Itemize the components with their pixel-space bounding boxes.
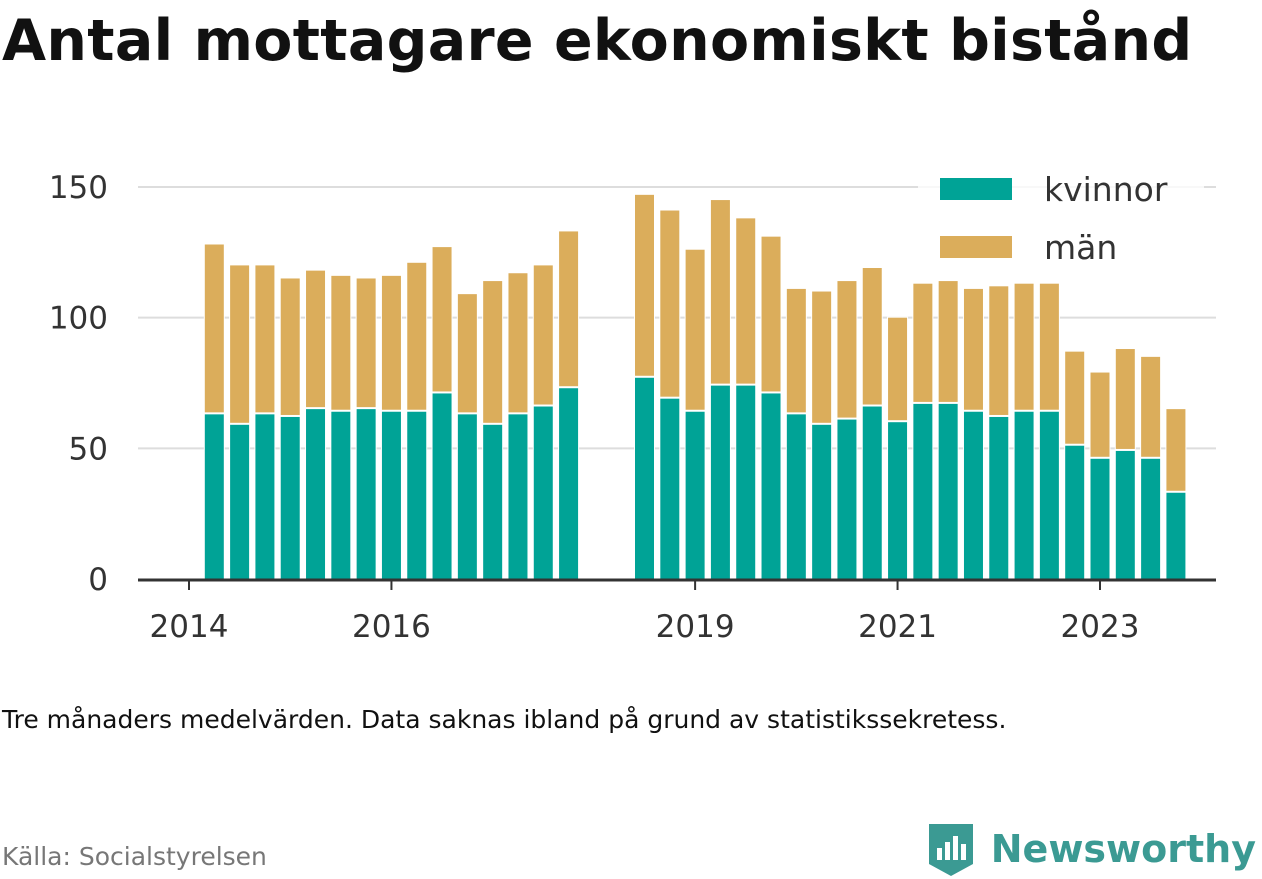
bar-kvinnor xyxy=(559,388,579,579)
bar-kvinnor xyxy=(989,416,1009,579)
bar-man xyxy=(710,200,730,384)
brand: Newsworthy xyxy=(925,820,1256,878)
bar-man xyxy=(862,268,882,405)
bar-kvinnor xyxy=(381,411,401,579)
bar-kvinnor xyxy=(483,424,503,579)
bar-man xyxy=(963,288,983,410)
bars xyxy=(203,193,1187,580)
bar-man xyxy=(736,218,756,384)
bar-kvinnor xyxy=(457,414,477,579)
bar-kvinnor xyxy=(533,406,553,579)
bar-man xyxy=(913,283,933,402)
bar-kvinnor xyxy=(1141,458,1161,579)
bar-man xyxy=(989,286,1009,415)
bar-man xyxy=(761,236,781,392)
bar-man xyxy=(356,278,376,408)
bar-man xyxy=(1141,356,1161,457)
bar-kvinnor xyxy=(963,411,983,579)
bar-kvinnor xyxy=(938,403,958,579)
bar-man xyxy=(457,294,477,413)
bar-kvinnor xyxy=(432,393,452,579)
x-tick-label: 2016 xyxy=(352,609,431,645)
bar-kvinnor xyxy=(862,406,882,579)
bar-kvinnor xyxy=(230,424,250,579)
brand-name: Newsworthy xyxy=(990,827,1256,871)
legend: kvinnor män xyxy=(918,166,1204,272)
bar-man xyxy=(381,275,401,410)
bar-kvinnor xyxy=(356,409,376,579)
newsworthy-logo-icon xyxy=(928,824,973,876)
x-tick-label: 2021 xyxy=(858,609,937,645)
bar-man xyxy=(635,194,654,376)
bar-kvinnor xyxy=(508,414,528,579)
bar-kvinnor xyxy=(635,377,654,579)
bar-man xyxy=(685,249,705,410)
bar-kvinnor xyxy=(280,416,300,579)
bar-man xyxy=(786,288,806,413)
bar-man xyxy=(1014,283,1034,410)
bar-man xyxy=(306,270,326,408)
bar-kvinnor xyxy=(786,414,806,579)
bar-kvinnor xyxy=(685,411,705,579)
x-tick-label: 2014 xyxy=(150,609,229,645)
y-tick-label: 100 xyxy=(49,301,108,337)
bar-kvinnor xyxy=(306,409,326,579)
bar-kvinnor xyxy=(888,422,908,579)
bar-kvinnor xyxy=(255,414,275,579)
bar-man xyxy=(407,262,427,410)
bar-kvinnor xyxy=(761,393,781,579)
bar-man xyxy=(255,265,275,413)
y-tick-label: 0 xyxy=(88,562,108,598)
legend-label: män xyxy=(1044,228,1117,267)
bar-man xyxy=(1166,409,1186,491)
bar-kvinnor xyxy=(710,385,730,579)
x-axis: 2014 2016 2019 2021 2023 xyxy=(138,578,1216,645)
legend-swatch xyxy=(940,236,1012,258)
bar-man xyxy=(812,291,832,423)
chart-note: Tre månaders medelvärden. Data saknas ib… xyxy=(2,705,1007,734)
bar-kvinnor xyxy=(331,411,351,579)
bar-kvinnor xyxy=(1166,492,1186,579)
bar-man xyxy=(888,317,908,421)
bar-man xyxy=(1065,351,1085,444)
chart-title: Antal mottagare ekonomiskt bistånd xyxy=(2,8,1193,74)
bar-man xyxy=(559,231,579,387)
bar-man xyxy=(331,275,351,410)
bar-kvinnor xyxy=(1115,450,1135,579)
stacked-bar-chart: 0 50 100 150 2014 2016 2019 2021 2023 kvinnor mä… xyxy=(49,166,1216,645)
y-tick-label: 50 xyxy=(69,431,108,467)
bar-man xyxy=(483,281,503,423)
bar-man xyxy=(533,265,553,405)
bar-kvinnor xyxy=(812,424,832,579)
bar-kvinnor xyxy=(1090,458,1110,579)
chart-source: Källa: Socialstyrelsen xyxy=(2,842,267,871)
bar-kvinnor xyxy=(407,411,427,579)
bar-man xyxy=(837,281,857,418)
bar-man xyxy=(280,278,300,415)
bar-kvinnor xyxy=(1039,411,1059,579)
y-tick-label: 150 xyxy=(49,170,108,206)
bar-kvinnor xyxy=(1014,411,1034,579)
bar-man xyxy=(1090,372,1110,457)
bar-man xyxy=(1039,283,1059,410)
bar-man xyxy=(938,281,958,402)
bar-kvinnor xyxy=(204,414,224,579)
x-tick-label: 2023 xyxy=(1061,609,1140,645)
bar-man xyxy=(508,273,528,413)
bar-kvinnor xyxy=(660,398,680,579)
bar-kvinnor xyxy=(913,403,933,579)
bar-man xyxy=(230,265,250,423)
bar-kvinnor xyxy=(837,419,857,579)
bar-man xyxy=(1115,349,1135,449)
legend-label: kvinnor xyxy=(1044,170,1168,209)
bar-man xyxy=(204,244,224,413)
legend-swatch xyxy=(940,178,1012,200)
bar-kvinnor xyxy=(1065,445,1085,579)
bar-man xyxy=(660,210,680,397)
bar-kvinnor xyxy=(736,385,756,579)
x-tick-label: 2019 xyxy=(656,609,735,645)
bar-man xyxy=(432,247,452,392)
